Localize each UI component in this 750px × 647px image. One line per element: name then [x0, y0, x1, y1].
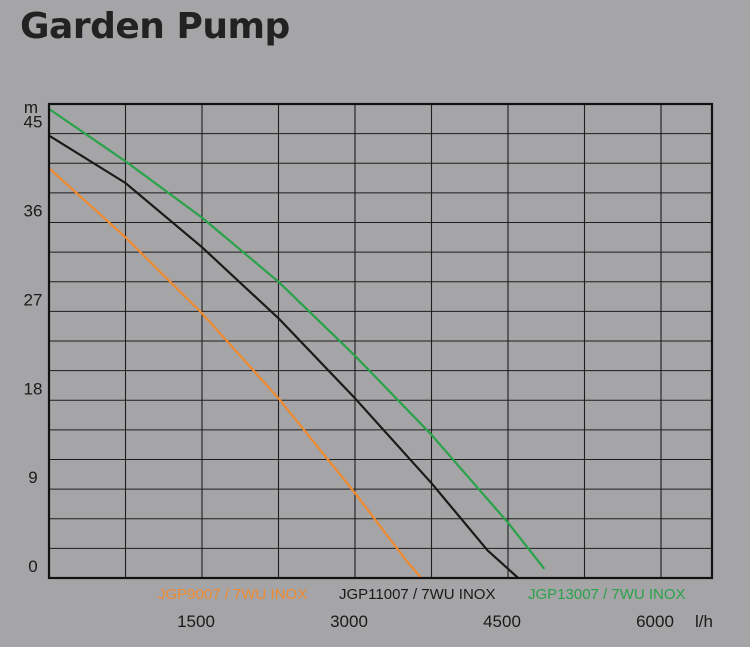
chart-title: Garden Pump: [20, 6, 290, 47]
y-tick-label: 36: [24, 202, 43, 221]
legend: JGP9007 / 7WU INOX JGP11007 / 7WU INOX JGP…: [158, 586, 686, 603]
plot-frame: [47, 102, 714, 580]
series-line-1: [47, 167, 423, 580]
y-tick-label: 9: [28, 468, 37, 487]
series-line-2: [47, 134, 520, 580]
series-lines: [47, 107, 545, 580]
x-axis-unit: l/h: [695, 612, 713, 631]
x-tick-label: 4500: [483, 612, 521, 631]
x-tick-label: 1500: [177, 612, 215, 631]
y-tick-label: 0: [28, 557, 37, 576]
y-axis-unit: m: [24, 98, 38, 117]
series-line-3: [47, 107, 545, 570]
legend-entry-1: JGP9007 / 7WU INOX: [158, 586, 307, 603]
x-tick-label: 3000: [330, 612, 368, 631]
legend-entry-2: JGP11007 / 7WU INOX: [339, 586, 495, 603]
grid: [49, 104, 712, 578]
y-tick-label: 27: [24, 290, 43, 309]
legend-entry-3: JGP13007 / 7WU INOX: [528, 586, 686, 603]
x-axis-ticks: 1500 3000 4500 6000: [177, 612, 674, 631]
y-axis-ticks: 0 9 18 27 36 45: [24, 113, 43, 576]
y-tick-label: 45: [24, 113, 43, 132]
x-tick-label: 6000: [636, 612, 674, 631]
y-tick-label: 18: [24, 379, 43, 398]
